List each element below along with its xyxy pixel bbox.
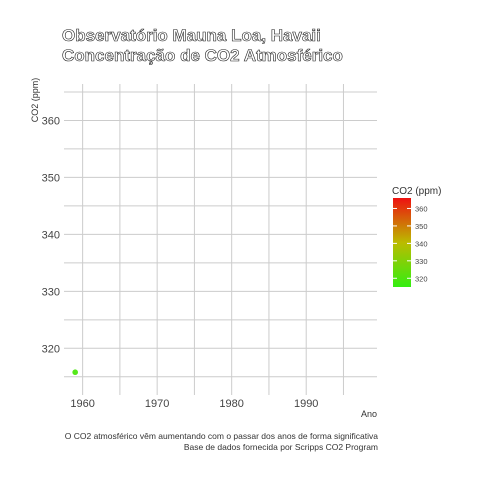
tick-labels: 1960 1970 1980 1990 320 330 340 350 360 (42, 115, 319, 410)
x-tick-label: 1980 (219, 398, 243, 410)
legend-color-bar (393, 198, 411, 287)
legend-title: CO2 (ppm) (392, 186, 442, 197)
x-axis-label: Ano (361, 409, 377, 419)
y-axis-label: CO2 (ppm) (30, 78, 40, 123)
caption-line-2: Base de dados fornecida por Scripps CO2 … (183, 441, 378, 452)
color-legend: 320 330 340 350 360 (393, 198, 428, 287)
legend-tick-label: 320 (415, 274, 428, 283)
grid-lines (64, 84, 377, 395)
legend-tick-label: 330 (415, 257, 428, 266)
chart-subtitle: Concentração de CO2 Atmosférico (62, 46, 343, 66)
caption-line-1: O CO2 atmosférico vêm aumentando com o p… (64, 431, 378, 441)
legend-tick-label: 350 (415, 222, 428, 231)
data-point (72, 369, 78, 376)
y-tick-label: 320 (42, 343, 60, 355)
chart-title: Observatório Mauna Loa, Havaii (62, 26, 321, 46)
y-tick-label: 340 (42, 229, 60, 241)
legend-tick-label: 360 (415, 204, 428, 213)
x-tick-label: 1960 (70, 398, 94, 410)
y-tick-label: 360 (42, 115, 60, 127)
chart-caption: O CO2 atmosférico vêm aumentando com o p… (65, 431, 378, 452)
chart-title-block: Observatório Mauna Loa, Havaii Concentra… (62, 26, 462, 66)
y-tick-label: 330 (42, 286, 60, 298)
x-tick-label: 1990 (294, 398, 318, 410)
x-tick-label: 1970 (145, 398, 169, 410)
legend-ticks: 320 330 340 350 360 (393, 204, 428, 283)
y-tick-label: 350 (42, 172, 60, 184)
data-points (72, 369, 78, 376)
legend-tick-label: 340 (415, 239, 428, 248)
